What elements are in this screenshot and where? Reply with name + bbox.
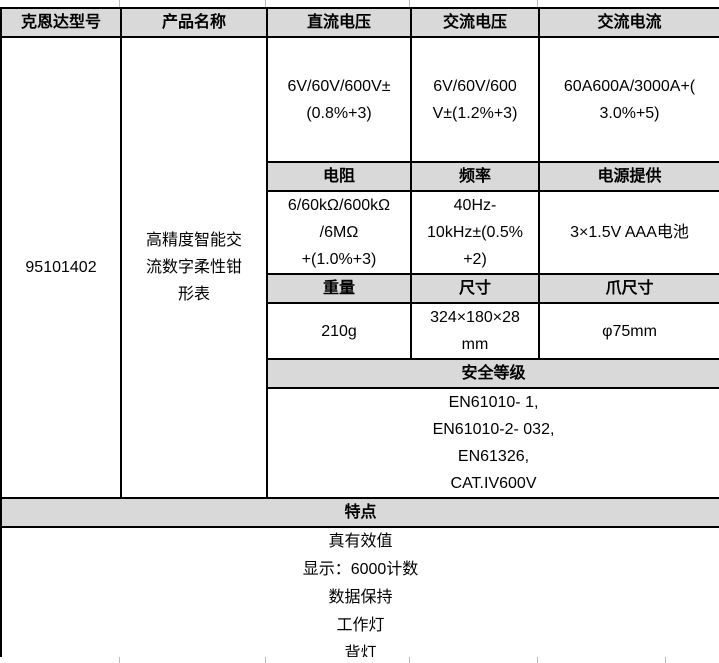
table-row-resistance-values: 6/60kΩ/600kΩ /6MΩ +(1.0%+3) 40Hz- 10kHz±…: [1, 190, 719, 275]
header-model: 克恩达型号: [0, 7, 122, 38]
cell-features: 真有效值 显示：6000计数 数据保持 工作灯 背灯: [0, 526, 719, 663]
table-row-features-header: 特点: [0, 497, 719, 528]
cell-frequency: 40Hz- 10kHz±(0.5% +2): [410, 190, 540, 275]
table-row-voltage-values: 95101402 高精度智能交 流数字柔性钳 形表 6V/60V/600V± (…: [0, 36, 719, 499]
gridline-tick: [265, 657, 266, 663]
gridline-tick: [537, 657, 538, 663]
top-gridline-sliver: [0, 0, 719, 7]
gridline-tick: [537, 0, 538, 7]
cell-size: 324×180×28 mm: [410, 302, 540, 360]
header-product-name: 产品名称: [120, 7, 268, 38]
cell-weight: 210g: [266, 302, 412, 360]
gridline-tick: [409, 0, 410, 7]
header-frequency: 频率: [410, 161, 540, 192]
header-weight: 重量: [266, 273, 412, 304]
gridline-tick: [665, 657, 666, 663]
header-size: 尺寸: [410, 273, 540, 304]
cell-ac-current: 60A600A/3000A+( 3.0%+5): [538, 36, 719, 163]
table-row-size-values: 210g 324×180×28 mm φ75mm: [1, 302, 719, 360]
header-resistance: 电阻: [266, 161, 412, 192]
feature-item: 工作灯: [336, 617, 385, 634]
feature-item: 数据保持: [328, 589, 393, 606]
gridline-tick: [119, 0, 120, 7]
cell-jaw-size: φ75mm: [538, 302, 719, 360]
cell-model-number: 95101402: [0, 36, 122, 499]
product-spec-table: 克恩达型号 产品名称 直流电压 交流电压 交流电流 95101402 高精度智能…: [0, 7, 719, 663]
cell-product-name: 高精度智能交 流数字柔性钳 形表: [120, 36, 268, 499]
table-row-safety-header: 安全等级: [1, 358, 719, 389]
gridline-tick: [265, 0, 266, 7]
table-row-safety-values: EN61010- 1, EN61010-2- 032, EN61326, CAT…: [1, 387, 719, 499]
cell-dc-voltage: 6V/60V/600V± (0.8%+3): [266, 36, 412, 163]
header-jaw-size: 爪尺寸: [538, 273, 719, 304]
table-row-subheaders-3: 重量 尺寸 爪尺寸: [1, 273, 719, 304]
table-row-features: 真有效值 显示：6000计数 数据保持 工作灯 背灯: [0, 526, 719, 663]
table-row-headers: 克恩达型号 产品名称 直流电压 交流电压 交流电流: [0, 7, 719, 38]
bottom-gridline-sliver: [0, 657, 719, 663]
header-safety-rating: 安全等级: [266, 358, 719, 389]
gridline-tick: [409, 657, 410, 663]
header-dc-voltage: 直流电压: [266, 7, 412, 38]
cell-ac-voltage: 6V/60V/600 V±(1.2%+3): [410, 36, 540, 163]
feature-item: 真有效值: [328, 533, 393, 550]
header-ac-voltage: 交流电压: [410, 7, 540, 38]
cell-power-supply: 3×1.5V AAA电池: [538, 190, 719, 275]
gridline-tick: [119, 657, 120, 663]
header-features: 特点: [0, 497, 719, 528]
header-ac-current: 交流电流: [538, 7, 719, 38]
table-row-subheaders-2: 电阻 频率 电源提供: [1, 161, 719, 192]
cell-resistance: 6/60kΩ/600kΩ /6MΩ +(1.0%+3): [266, 190, 412, 275]
header-power-supply: 电源提供: [538, 161, 719, 192]
feature-item: 显示：6000计数: [302, 561, 419, 578]
cell-safety-rating: EN61010- 1, EN61010-2- 032, EN61326, CAT…: [266, 387, 719, 499]
